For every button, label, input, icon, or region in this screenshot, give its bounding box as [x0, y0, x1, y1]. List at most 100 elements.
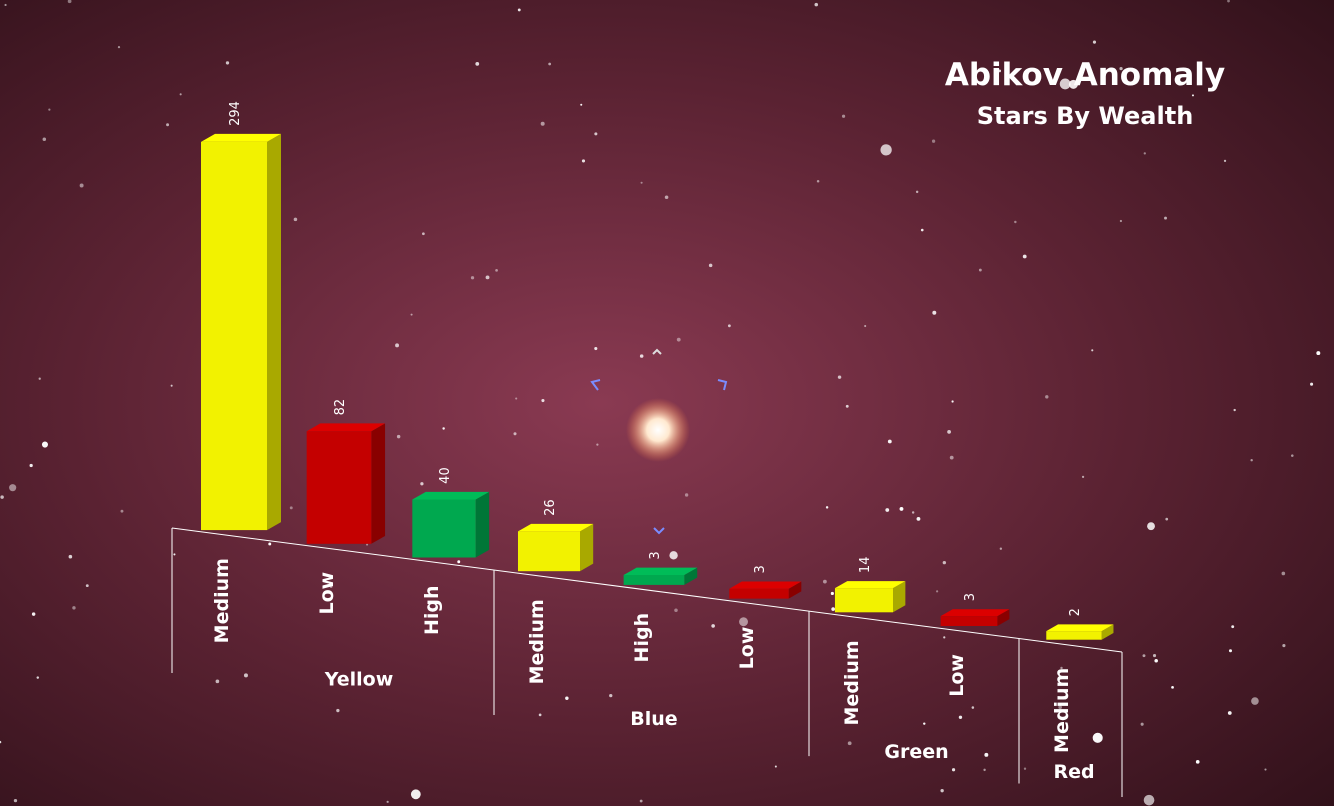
bar: [517, 531, 581, 572]
star: [951, 768, 956, 772]
star: [594, 132, 598, 136]
star: [293, 217, 298, 222]
star: [4, 3, 7, 7]
star: [1140, 722, 1144, 726]
star: [548, 62, 552, 66]
star: [410, 789, 421, 800]
star: [942, 560, 947, 565]
bar-top: [623, 567, 698, 576]
star: [329, 585, 333, 588]
bar-side: [997, 609, 1010, 627]
value-label: 3: [963, 593, 978, 601]
star: [1291, 454, 1294, 457]
star: [68, 554, 73, 559]
star: [1045, 395, 1049, 399]
bar-side: [684, 567, 698, 585]
star: [9, 484, 17, 492]
star: [1316, 351, 1321, 356]
chart-title: Abikov Anomaly: [945, 57, 1225, 93]
star: [475, 61, 480, 66]
star: [847, 741, 852, 746]
star: [932, 310, 937, 315]
star: [0, 740, 2, 744]
value-label: 14: [858, 557, 873, 574]
star: [1081, 475, 1085, 478]
category-label: Low: [946, 654, 968, 697]
category-label: Low: [736, 627, 758, 670]
bar-side: [1101, 624, 1114, 640]
bar: [834, 588, 894, 613]
star: [911, 511, 915, 514]
value-label: 3: [753, 565, 768, 573]
star: [951, 400, 954, 403]
star: [442, 427, 445, 430]
bar: [306, 431, 372, 544]
star: [958, 715, 963, 719]
bracket: [653, 527, 665, 535]
star: [864, 324, 867, 328]
star: [243, 673, 248, 678]
star: [1143, 152, 1146, 155]
star: [1195, 760, 1200, 764]
star: [727, 324, 731, 328]
star: [1282, 643, 1286, 648]
star: [1023, 767, 1027, 770]
bar-top: [1046, 624, 1114, 632]
star: [947, 430, 951, 434]
value-label: 40: [438, 467, 453, 484]
star: [79, 183, 84, 188]
star: [639, 799, 643, 803]
baseline: [171, 527, 1123, 653]
star: [814, 2, 819, 7]
selected-star[interactable]: [626, 398, 690, 462]
star: [36, 676, 40, 679]
bracket: [717, 379, 728, 391]
star: [1233, 408, 1236, 412]
star: [943, 636, 946, 639]
star: [1142, 654, 1146, 658]
bar: [729, 588, 789, 599]
star: [422, 232, 425, 236]
star: [268, 542, 272, 546]
star: [31, 612, 36, 616]
star: [541, 398, 545, 403]
star: [830, 591, 834, 596]
group-label: Yellow: [324, 669, 394, 691]
star: [936, 590, 939, 593]
star: [29, 463, 33, 468]
category-label: High: [421, 585, 443, 635]
star: [1227, 711, 1232, 715]
star: [495, 268, 498, 272]
star: [825, 506, 829, 509]
star: [470, 276, 475, 280]
category-label: Medium: [841, 640, 863, 725]
star: [664, 195, 669, 200]
star: [225, 61, 230, 65]
category-label: High: [631, 613, 653, 663]
star: [410, 313, 413, 316]
star: [38, 377, 41, 380]
group-label: Blue: [630, 708, 677, 730]
group-label: Red: [1053, 761, 1094, 783]
star: [596, 443, 599, 446]
star: [674, 608, 678, 613]
bar: [623, 575, 685, 585]
star: [72, 606, 76, 610]
bar-top: [834, 581, 906, 589]
star: [42, 137, 47, 141]
bar-side: [475, 491, 490, 558]
category-label: Medium: [211, 558, 233, 643]
bar-top: [517, 523, 594, 532]
star: [1228, 649, 1232, 653]
star: [1059, 78, 1071, 90]
star: [845, 404, 849, 408]
star: [395, 343, 399, 348]
star: [1092, 40, 1097, 44]
star: [215, 679, 220, 684]
star: [1231, 625, 1235, 629]
star: [117, 46, 121, 49]
star: [916, 516, 921, 521]
star: [386, 800, 389, 803]
star: [170, 384, 173, 387]
value-label: 82: [333, 399, 348, 416]
